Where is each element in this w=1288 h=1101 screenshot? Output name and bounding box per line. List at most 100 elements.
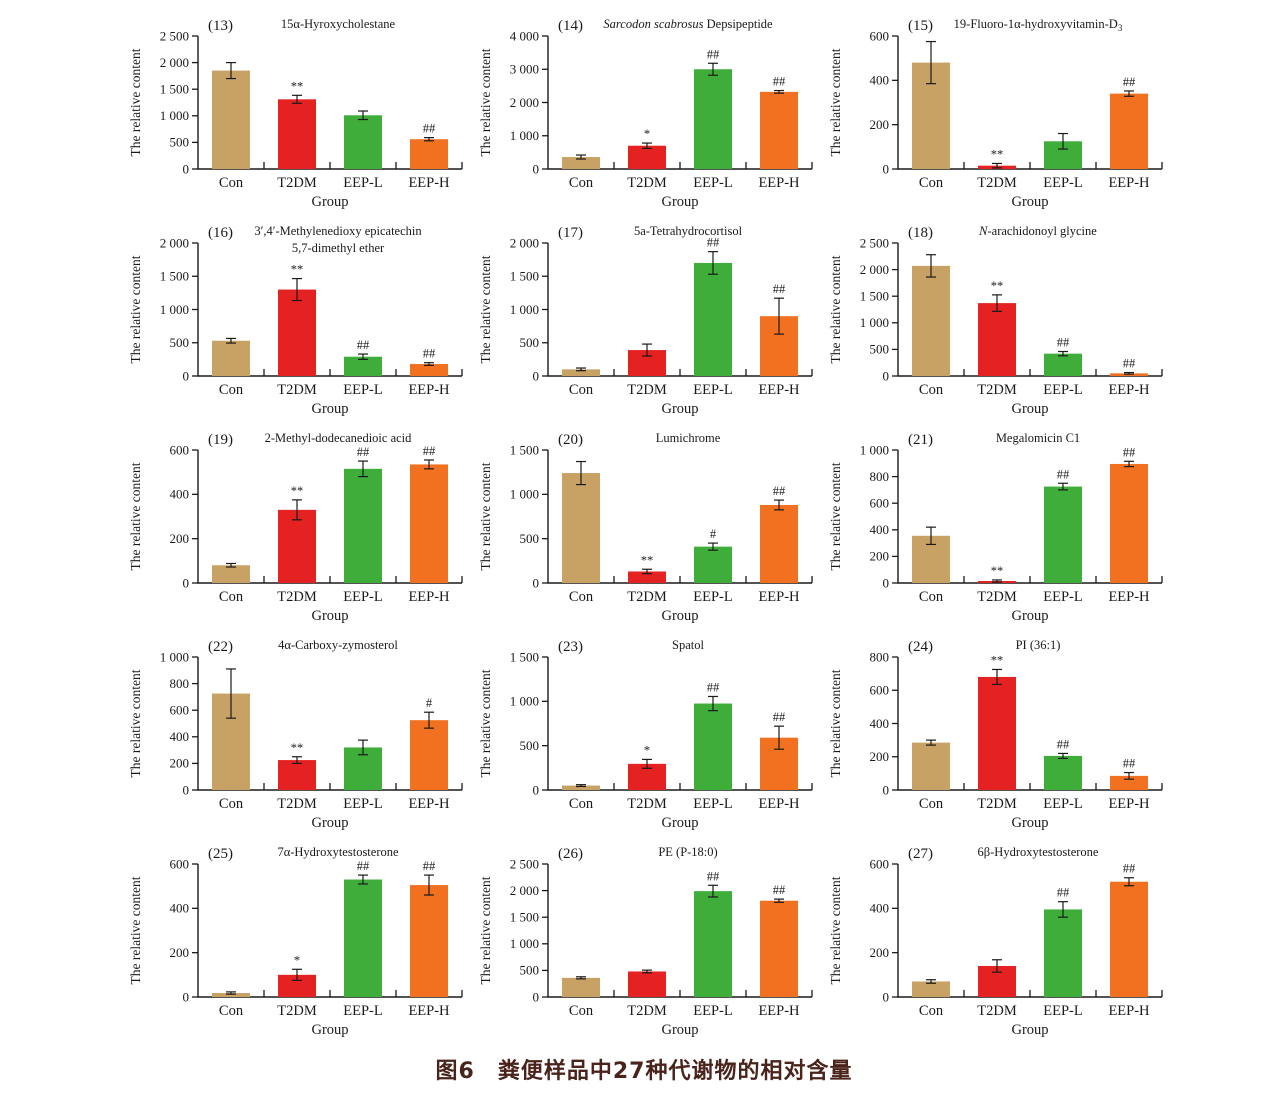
ytick-label: 200 (170, 945, 190, 960)
xtick-label: Con (569, 175, 594, 191)
error-bar (926, 254, 936, 278)
ytick-label: 400 (170, 729, 190, 744)
bar-t2dm (628, 145, 666, 169)
ytick-label: 0 (883, 575, 890, 590)
sig-marker: ** (291, 263, 304, 277)
sig-marker: * (294, 953, 300, 967)
error-bar (226, 668, 236, 719)
sig-marker: ## (707, 236, 720, 250)
sig-marker: ** (991, 147, 1004, 161)
chart-title: PI (36:1) (1016, 638, 1061, 652)
ytick-label: 500 (170, 135, 190, 150)
sig-marker: ** (291, 79, 304, 93)
bar-t2dm (278, 509, 316, 583)
xtick-label: Con (919, 175, 944, 191)
sig-marker: ## (1123, 75, 1136, 89)
ytick-label: 2 500 (160, 28, 189, 43)
error-bar (424, 711, 434, 729)
bar-eep-l (694, 262, 732, 376)
bar-con (912, 265, 950, 376)
bar-eep-l (344, 468, 382, 583)
xtick-label: EEP-H (408, 175, 450, 191)
bar-eep-l (1044, 909, 1082, 997)
xtick-label: Con (219, 589, 244, 605)
error-bar (292, 499, 302, 521)
error-bar (1124, 771, 1134, 780)
error-bar (1058, 132, 1068, 150)
ytick-label: 800 (870, 469, 890, 484)
ytick-label: 400 (870, 716, 890, 731)
x-axis-label: Group (311, 815, 348, 831)
y-axis-label: The relative content (828, 48, 843, 156)
ytick-label: 600 (170, 703, 190, 718)
sig-marker: ## (357, 445, 370, 459)
ytick-label: 0 (533, 989, 540, 1004)
error-bar (576, 460, 586, 486)
error-bar (1124, 460, 1134, 468)
xtick-label: T2DM (627, 589, 667, 605)
panel-number: (15) (908, 18, 933, 34)
xtick-label: EEP-H (758, 796, 800, 812)
error-bar (292, 968, 302, 981)
ytick-label: 500 (520, 738, 540, 753)
ytick-label: 2 000 (860, 262, 889, 277)
x-axis-label: Group (661, 815, 698, 831)
xtick-label: T2DM (277, 175, 317, 191)
panel-number: (25) (208, 846, 233, 862)
error-bar (1124, 371, 1134, 375)
bar-con (912, 981, 950, 997)
x-axis-label: Group (1011, 194, 1048, 210)
xtick-label: Con (219, 1003, 244, 1019)
bar-con (212, 993, 250, 997)
panel-number: (20) (558, 432, 583, 448)
error-bar (926, 979, 936, 984)
ytick-label: 800 (170, 676, 190, 691)
ytick-label: 1 000 (510, 302, 539, 317)
sig-marker: ## (1123, 357, 1136, 371)
xtick-label: EEP-H (408, 382, 450, 398)
error-bar (226, 562, 236, 568)
xtick-label: EEP-L (693, 796, 732, 812)
bar-eep-l (694, 69, 732, 169)
xtick-label: EEP-L (693, 382, 732, 398)
ytick-label: 600 (870, 856, 890, 871)
sig-marker: * (644, 127, 650, 141)
bar-t2dm (978, 676, 1016, 790)
ytick-label: 0 (183, 161, 190, 176)
xtick-label: Con (919, 1003, 944, 1019)
ytick-label: 600 (870, 496, 890, 511)
error-bar (992, 579, 1002, 583)
y-axis-label: The relative content (828, 255, 843, 363)
ytick-label: 2 000 (160, 235, 189, 250)
sig-marker: ## (357, 859, 370, 873)
error-bar (1058, 482, 1068, 491)
bar-eep-h (410, 720, 448, 790)
chart-panel-25: 0 200 400 600 The relative content (25) 7α-Hyd… (128, 845, 463, 1038)
sig-marker: ## (707, 869, 720, 883)
xtick-label: EEP-H (408, 589, 450, 605)
bar-con (562, 785, 600, 790)
error-bar (292, 94, 302, 104)
ytick-label: 200 (170, 531, 190, 546)
bar-eep-l (344, 879, 382, 997)
sig-marker: ** (291, 484, 304, 498)
xtick-label: T2DM (977, 589, 1017, 605)
sig-marker: ## (1123, 757, 1136, 771)
sig-marker: ## (423, 122, 436, 136)
error-bar (424, 459, 434, 470)
chart-panel-24: 0 200 400 600 800 The relative content (24) PI … (828, 638, 1163, 831)
bar-eep-h (410, 464, 448, 583)
bar-eep-l (1044, 353, 1082, 376)
y-axis-label: The relative content (478, 48, 493, 156)
ytick-label: 2 500 (860, 235, 889, 250)
sig-marker: ## (1123, 445, 1136, 459)
chart-title: 7α-Hydroxytestosterone (277, 845, 399, 859)
xtick-label: Con (569, 589, 594, 605)
bar-eep-l (344, 115, 382, 169)
ytick-label: 1 000 (160, 108, 189, 123)
ytick-label: 1 500 (510, 910, 539, 925)
error-bar (424, 874, 434, 896)
ytick-label: 400 (870, 901, 890, 916)
xtick-label: EEP-H (408, 796, 450, 812)
panel-number: (19) (208, 432, 233, 448)
